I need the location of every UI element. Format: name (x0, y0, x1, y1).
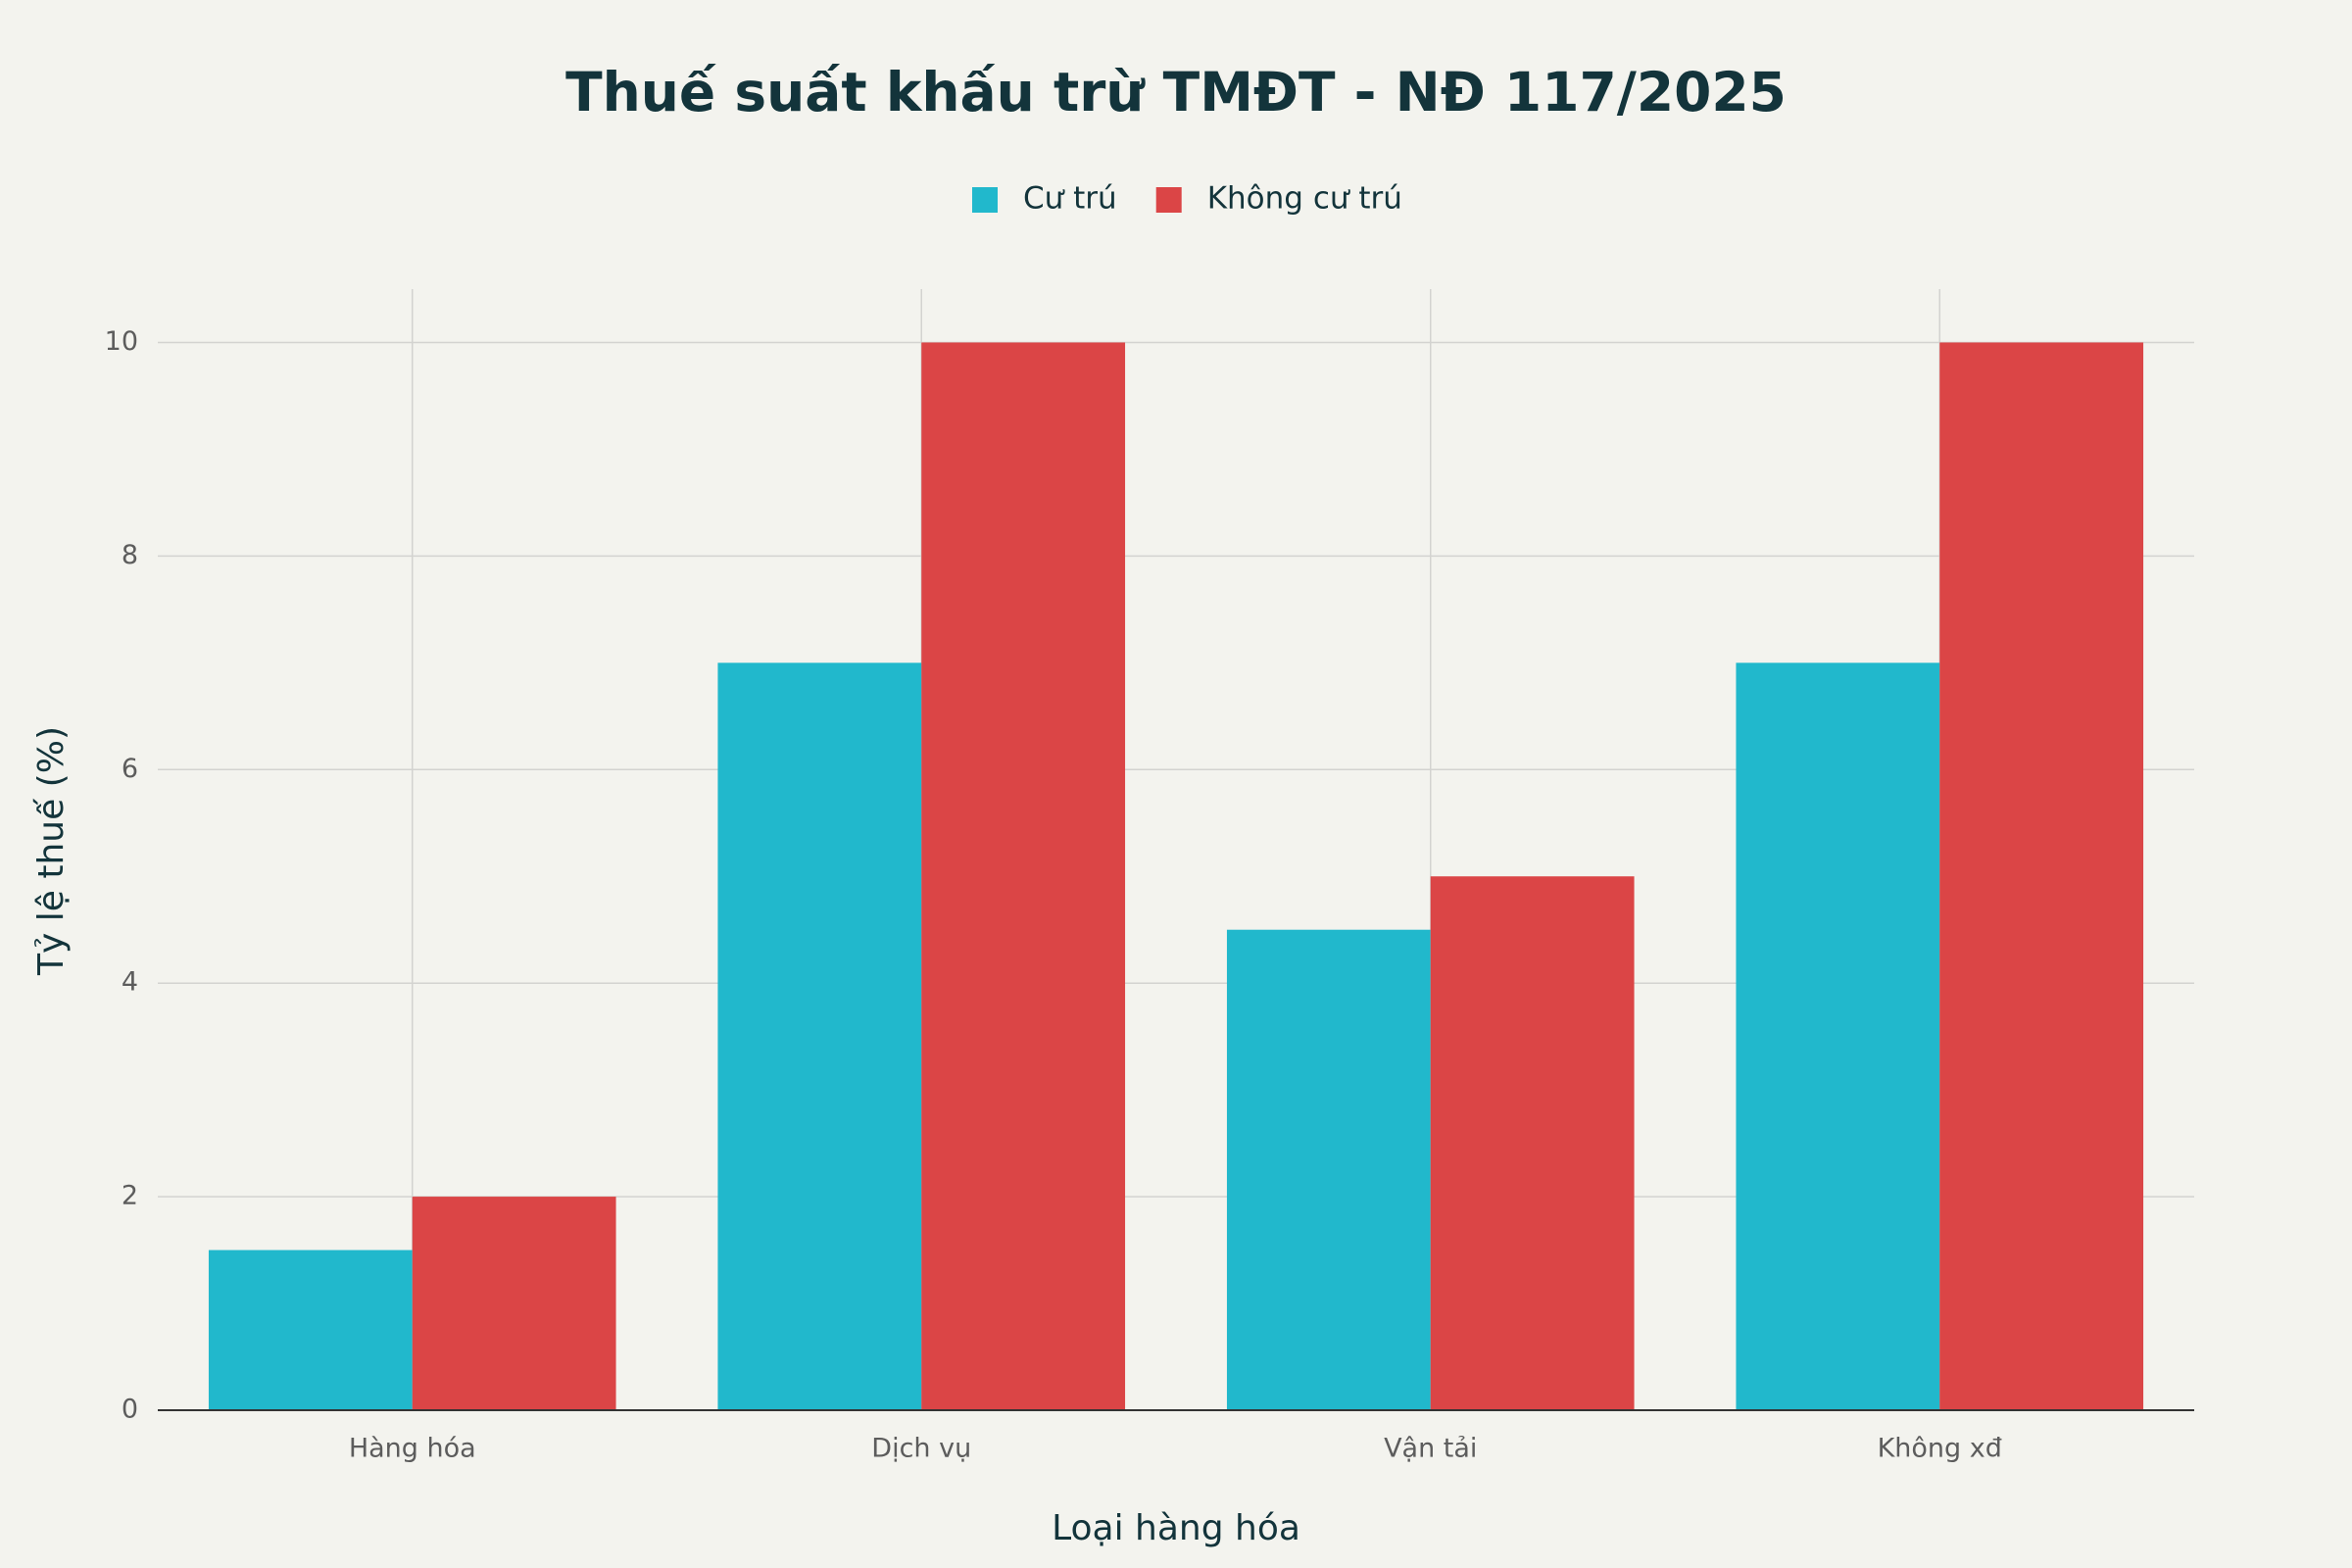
bar (1939, 342, 2144, 1410)
chart-title: Thuế suất khấu trừ TMĐT - NĐ 117/2025 (565, 61, 1787, 123)
x-tick-label: Không xđ (1878, 1434, 2002, 1464)
legend-swatch (972, 187, 998, 213)
x-tick-label: Hàng hóa (349, 1434, 476, 1464)
y-tick-label: 10 (105, 326, 138, 357)
y-tick-label: 4 (122, 967, 138, 998)
legend-label: Cư trú (1023, 181, 1117, 217)
bar (717, 662, 922, 1410)
y-tick-label: 2 (122, 1181, 138, 1211)
bar (921, 342, 1126, 1410)
bar (208, 1250, 413, 1410)
legend-label: Không cư trú (1207, 181, 1402, 217)
bar (1736, 662, 1940, 1410)
legend-swatch (1155, 187, 1182, 213)
bar (1226, 929, 1431, 1410)
x-tick-label: Dịch vụ (871, 1434, 971, 1464)
bar (412, 1197, 616, 1410)
x-axis-title: Loại hàng hóa (1052, 1508, 1300, 1548)
y-tick-label: 8 (122, 540, 138, 570)
y-tick-label: 0 (122, 1395, 138, 1425)
y-axis-title: Tỷ lệ thuế (%) (31, 726, 72, 976)
bar (1430, 876, 1635, 1410)
y-tick-label: 6 (122, 754, 138, 784)
x-tick-label: Vận tải (1384, 1434, 1477, 1464)
